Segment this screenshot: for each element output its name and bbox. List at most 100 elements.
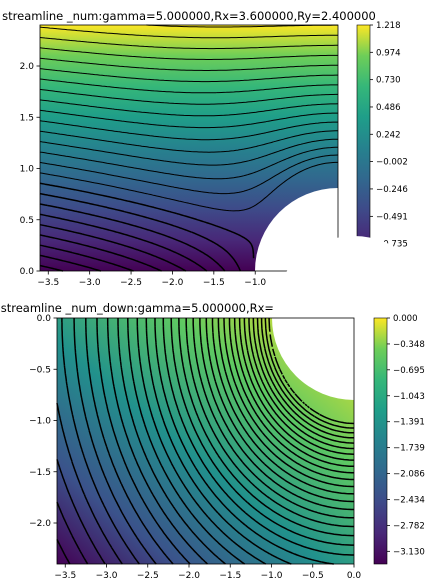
y-tick-label: −1.0: [29, 417, 51, 427]
streamline-contour: [39, 120, 338, 141]
colorbar-tick-label: −0.695: [393, 366, 425, 376]
streamline-contour: [106, 318, 209, 565]
y-tick-label: −0.5: [29, 365, 51, 375]
chart-title: streamline _num:gamma=5.000000,Rx=3.6000…: [2, 9, 376, 23]
streamline-contour: [154, 318, 334, 565]
colorbar-tick-label: −0.491: [376, 212, 408, 222]
colorbar-tick-label: −1.739: [393, 444, 425, 454]
x-tick-label: −3.5: [37, 278, 59, 288]
colorbar-tick-label: −0.246: [376, 185, 408, 195]
streamline-contour: [39, 154, 339, 195]
streamline-contour: [39, 37, 338, 50]
y-tick-label: 2.0: [20, 62, 35, 72]
colorbar-tick-label: −2.434: [393, 495, 425, 505]
colorbar-tick-label: 0.730: [376, 76, 401, 86]
axes-frame: [56, 317, 355, 565]
streamline-contour: [39, 109, 338, 129]
y-tick-label: 0.0: [37, 314, 52, 324]
streamline-contour: [228, 317, 355, 474]
x-tick-label: −3.0: [96, 571, 118, 581]
streamline-contour: [39, 223, 187, 272]
x-tick-label: −3.0: [79, 278, 101, 288]
streamline-contour: [39, 47, 338, 60]
streamline-contour: [39, 161, 338, 212]
x-tick-label: −1.5: [203, 278, 225, 288]
y-tick-label: 0.0: [20, 267, 35, 277]
colorbar-tick-label: 0.242: [376, 130, 401, 140]
streamline-contour: [56, 539, 71, 565]
streamline-contour: [117, 318, 227, 565]
colorbar-tick-label: 0.000: [393, 314, 418, 324]
streamline-contour: [268, 318, 355, 425]
x-tick-label: −1.0: [244, 278, 266, 288]
x-tick-label: −2.5: [120, 278, 142, 288]
colorbar-tick-label: −2.086: [393, 470, 425, 480]
streamline-contour: [205, 318, 354, 503]
streamline-contour: [39, 26, 338, 39]
streamline-contour: [56, 402, 123, 565]
colorbar-gradient: [373, 317, 388, 565]
streamline-contour: [256, 317, 354, 439]
streamline-contour: [73, 318, 157, 565]
x-tick-label: 0.0: [347, 571, 362, 581]
streamline-contour: [178, 317, 354, 537]
streamline-contour: [217, 318, 354, 488]
streamline-contour: [248, 318, 354, 450]
colorbar-tick-label: −1.043: [393, 392, 425, 402]
colorbar-tick-label: −3.130: [393, 547, 425, 557]
streamline-contour: [243, 318, 355, 455]
streamline-contour: [145, 318, 292, 565]
streamline-contour: [39, 78, 338, 94]
colorbar-tick-label: −0.002: [376, 158, 408, 168]
x-tick-label: −0.5: [302, 571, 324, 581]
streamline-contour: [233, 317, 354, 468]
streamline-contour: [264, 318, 354, 429]
y-tick-label: −1.5: [29, 468, 51, 478]
streamline-contour: [162, 318, 354, 556]
streamline-contour: [96, 318, 191, 565]
x-tick-label: −2.5: [137, 571, 159, 581]
streamline-contour: [127, 318, 246, 565]
chart-streamline-num-down: streamline _num_down:gamma=5.000000,Rx=3…: [1, 236, 431, 581]
colorbar: 1.218 0.974 0.730 0.486 0.242 −0.002 −0.246 −0.…: [356, 21, 408, 277]
streamline-contour: [39, 138, 338, 166]
x-tick-label: −3.5: [54, 571, 76, 581]
streamline-contour: [39, 234, 162, 272]
colorbar-tick-label: 1.218: [376, 21, 401, 31]
y-axis: 0.0 −0.5 −1.0 −1.5 −2.0: [29, 314, 57, 529]
colorbar-tick-label: 0.486: [376, 103, 401, 113]
streamline-contour: [39, 244, 134, 272]
streamline-contour: [39, 203, 226, 272]
streamline-contour: [56, 501, 89, 565]
streamline-contour: [56, 459, 106, 565]
y-tick-label: 0.5: [20, 216, 34, 226]
streamline-contour: [238, 318, 354, 461]
plot-area: [56, 236, 431, 565]
x-tick-label: −2.0: [162, 278, 184, 288]
streamline-contour: [39, 192, 242, 272]
axes-frame: [39, 24, 339, 272]
colorbar-ticks: 0.000 −0.348 −0.695 −1.043 −1.391 −1.739 −2.08…: [387, 314, 425, 557]
colorbar-tick-label: −0.735: [376, 240, 408, 250]
streamline-contour: [61, 318, 140, 565]
y-axis: 0.0 0.5 1.0 1.5 2.0: [20, 62, 40, 277]
streamlines: [56, 317, 355, 565]
x-tick-label: −1.0: [261, 571, 283, 581]
streamline-contour: [39, 130, 338, 153]
streamline-contour: [39, 88, 338, 105]
streamlines: [39, 24, 339, 272]
streamline-contour: [211, 318, 355, 495]
x-tick-label: −2.0: [178, 571, 200, 581]
colorbar-tick-label: −0.348: [393, 340, 425, 350]
streamline-contour: [85, 318, 174, 565]
streamline-contour: [39, 213, 208, 272]
streamline-contour: [39, 99, 339, 117]
y-tick-label: 1.0: [20, 165, 35, 175]
colorbar: 0.000 −0.348 −0.695 −1.043 −1.391 −1.739 −2.08…: [373, 314, 425, 565]
streamline-contour: [136, 318, 267, 565]
colorbar-tick-label: −1.391: [393, 418, 425, 428]
streamline-contour: [39, 182, 255, 259]
colorbar-tick-label: 0.974: [376, 48, 401, 58]
x-axis: −3.5 −3.0 −2.5 −2.0 −1.5 −1.0 −0.5 0.0: [54, 564, 361, 581]
